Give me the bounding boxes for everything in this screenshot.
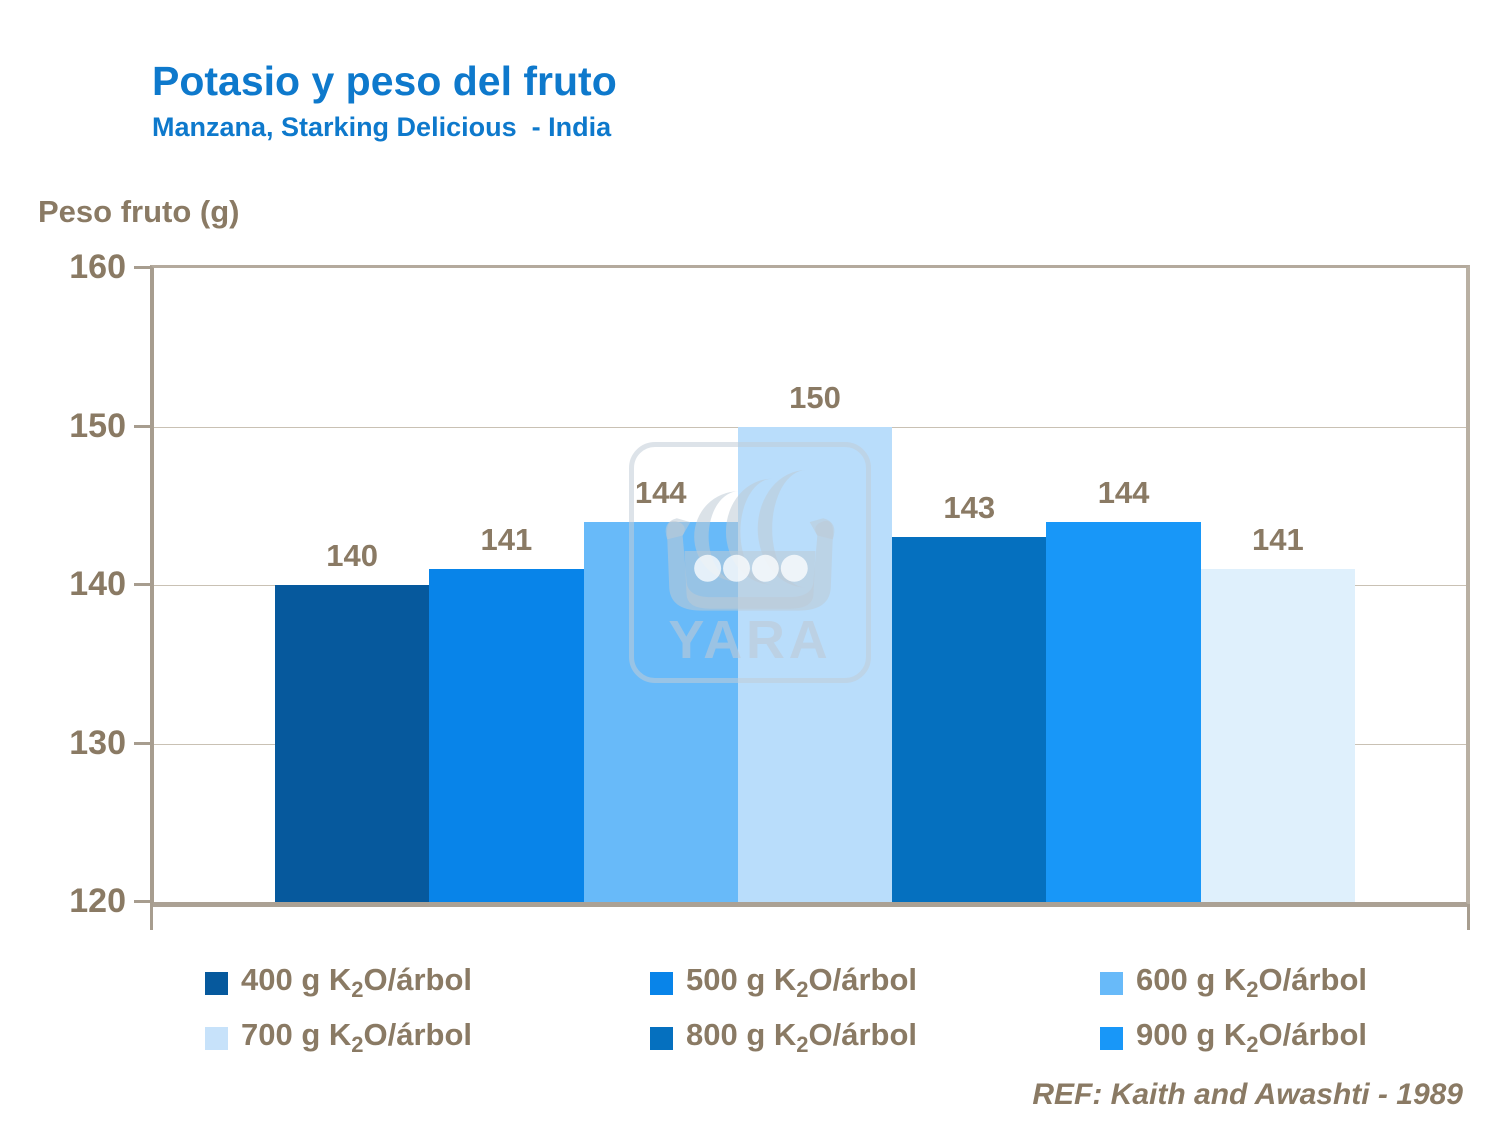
legend-label: 400 g K2O/árbol bbox=[241, 962, 473, 1003]
legend: 400 g K2O/árbol 500 g K2O/árbol 600 g K2O/… bbox=[205, 962, 1455, 1059]
legend-swatch bbox=[1100, 971, 1123, 995]
legend-item: 500 g K2O/árbol bbox=[650, 962, 1100, 1004]
bar bbox=[892, 537, 1047, 902]
legend-item: 900 g K2O/árbol bbox=[1100, 1017, 1455, 1059]
legend-swatch bbox=[1100, 1026, 1123, 1050]
y-axis-tick bbox=[134, 741, 151, 745]
legend-item: 800 g K2O/árbol bbox=[650, 1017, 1100, 1059]
yara-logo-icon: YARA bbox=[665, 470, 835, 670]
legend-label: 700 g K2O/árbol bbox=[241, 1017, 473, 1058]
legend-swatch bbox=[650, 971, 673, 995]
y-axis-tick bbox=[134, 266, 151, 269]
y-axis-tick-label: 150 bbox=[69, 406, 126, 445]
bar bbox=[429, 569, 584, 902]
bar bbox=[1200, 569, 1355, 902]
bar bbox=[1046, 521, 1201, 902]
yara-watermark: YARA bbox=[629, 442, 871, 683]
legend-label: 800 g K2O/árbol bbox=[686, 1017, 918, 1058]
y-axis-tick-label: 130 bbox=[69, 723, 126, 762]
bar bbox=[275, 585, 430, 902]
y-axis-tick bbox=[134, 583, 151, 586]
x-axis-tick bbox=[1467, 904, 1470, 930]
legend-swatch bbox=[205, 971, 228, 995]
y-axis-tick bbox=[134, 900, 151, 903]
y-axis-caption: Peso fruto (g) bbox=[38, 194, 240, 229]
y-axis-tick bbox=[134, 424, 151, 428]
legend-label: 600 g K2O/árbol bbox=[1136, 962, 1368, 1003]
legend-label: 500 g K2O/árbol bbox=[686, 962, 918, 1003]
legend-item: 600 g K2O/árbol bbox=[1100, 962, 1455, 1004]
x-axis-tick bbox=[150, 904, 153, 930]
y-axis-tick-label: 160 bbox=[69, 248, 126, 286]
chart-subtitle: Manzana, Starking Delicious - India bbox=[152, 112, 612, 142]
watermark-text: YARA bbox=[668, 610, 831, 670]
legend-item: 400 g K2O/árbol bbox=[205, 962, 650, 1004]
legend-swatch bbox=[205, 1026, 228, 1050]
chart-title: Potasio y peso del fruto bbox=[152, 58, 617, 104]
reference-text: REF: Kaith and Awashti - 1989 bbox=[1032, 1078, 1463, 1111]
y-axis-tick-label: 140 bbox=[69, 565, 126, 603]
legend-swatch bbox=[650, 1026, 673, 1050]
legend-item: 700 g K2O/árbol bbox=[205, 1017, 650, 1059]
y-axis-tick-label: 120 bbox=[69, 882, 126, 920]
legend-label: 900 g K2O/árbol bbox=[1136, 1017, 1368, 1058]
